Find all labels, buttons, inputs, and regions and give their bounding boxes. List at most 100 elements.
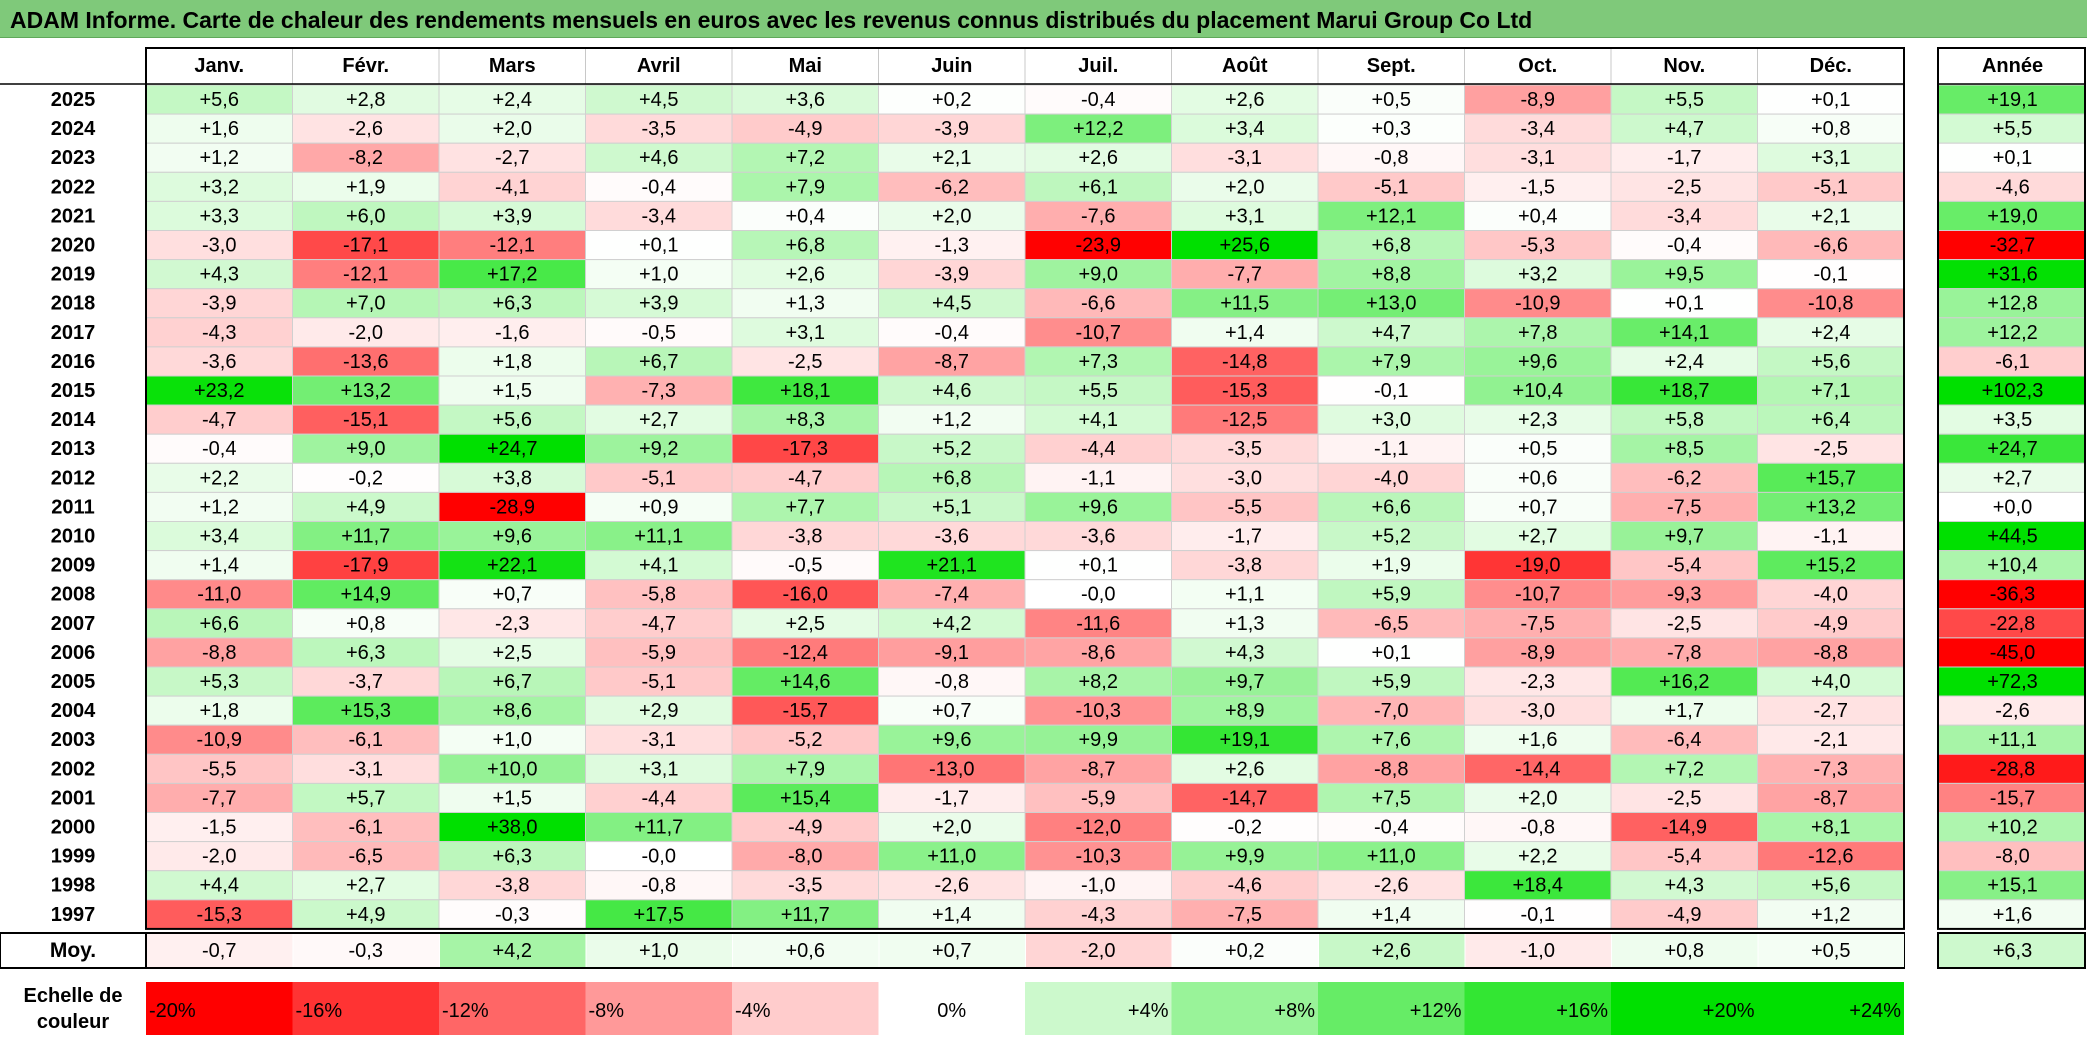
cell-value: -0,4 — [935, 322, 969, 344]
heatmap-cell — [1464, 491, 1612, 522]
heatmap-cell — [438, 550, 586, 581]
cell-value: +0,5 — [1372, 89, 1411, 111]
cell-value: +7,6 — [1372, 729, 1411, 751]
cell-value: -28,9 — [489, 496, 535, 518]
annual-value: +72,3 — [1987, 671, 2038, 693]
heatmap-cell — [438, 899, 586, 930]
heatmap-cell — [438, 753, 586, 784]
color-scale-swatch — [1757, 982, 1904, 1035]
heatmap-cell — [585, 317, 733, 348]
heatmap-cell — [1171, 200, 1319, 231]
heatmap-cell — [1757, 491, 1905, 522]
cell-value: +5,8 — [1665, 409, 1704, 431]
cell-value: -6,1 — [349, 729, 383, 751]
cell-value: +23,2 — [194, 380, 245, 402]
cell-value: +3,1 — [1811, 147, 1850, 169]
heatmap-cell — [438, 113, 586, 144]
cell-value: -6,4 — [1667, 729, 1701, 751]
average-cell — [1758, 934, 1904, 967]
year-label: 2025 — [51, 89, 96, 111]
annual-value: -28,8 — [1990, 758, 2036, 780]
heatmap-cell — [731, 230, 879, 261]
cell-value: -3,1 — [642, 729, 676, 751]
heatmap-cell — [145, 317, 293, 348]
heatmap-cell — [1757, 375, 1905, 406]
color-scale-step: -8% — [589, 1000, 625, 1022]
month-header-cell — [1757, 47, 1905, 85]
year-label: 2006 — [51, 642, 96, 664]
cell-value: -3,0 — [1521, 700, 1555, 722]
annual-cell — [1937, 491, 2086, 522]
cell-value: -7,7 — [1228, 264, 1262, 286]
cell-value: -12,1 — [343, 264, 389, 286]
heatmap-cell — [1464, 608, 1612, 639]
year-label: 2005 — [51, 671, 96, 693]
cell-value: -8,9 — [1521, 642, 1555, 664]
cell-value: +8,2 — [1079, 671, 1118, 693]
heatmap-cell — [145, 375, 293, 406]
cell-value: -8,7 — [1081, 758, 1115, 780]
heatmap-cell — [145, 666, 293, 697]
year-label: 2016 — [51, 351, 96, 373]
cell-value: +6,3 — [493, 846, 532, 868]
cell-value: +0,1 — [1372, 642, 1411, 664]
cell-value: +4,1 — [1079, 409, 1118, 431]
cell-value: +9,7 — [1665, 526, 1704, 548]
heatmap-cell — [1464, 230, 1612, 261]
annual-value: +2,7 — [1993, 467, 2032, 489]
heatmap-cell — [1024, 608, 1172, 639]
annual-cell — [1937, 142, 2086, 173]
cell-value: -5,9 — [1081, 787, 1115, 809]
heatmap-cell — [1610, 782, 1758, 814]
cell-value: -4,4 — [1081, 438, 1115, 460]
cell-value: +7,1 — [1811, 380, 1850, 402]
cell-value: -5,1 — [642, 671, 676, 693]
cell-value: +3,2 — [200, 176, 239, 198]
heatmap-cell — [1317, 521, 1465, 552]
cell-value: -3,0 — [1228, 467, 1262, 489]
cell-value: +1,6 — [1518, 729, 1557, 751]
heatmap-cell — [878, 695, 1026, 726]
cell-value: -10,3 — [1075, 700, 1121, 722]
cell-value: +8,3 — [786, 409, 825, 431]
cell-value: -1,5 — [1521, 176, 1555, 198]
heatmap-cell — [1024, 666, 1172, 697]
heatmap-cell — [1024, 346, 1172, 377]
heatmap-cell — [438, 433, 586, 464]
average-label: Moy. — [50, 939, 96, 962]
heatmap-cell — [438, 404, 586, 435]
heatmap-cell — [1610, 142, 1758, 173]
cell-value: -3,4 — [1521, 118, 1555, 140]
cell-value: -2,5 — [1814, 438, 1848, 460]
heatmap-cell — [1317, 404, 1465, 435]
heatmap-cell — [1171, 521, 1319, 552]
annual-header-cell — [1938, 48, 2085, 84]
month-header: Nov. — [1663, 55, 1705, 77]
heatmap-cell — [1024, 637, 1172, 668]
average-annual-cell — [1937, 932, 2086, 969]
cell-value: +7,9 — [786, 758, 825, 780]
cell-value: -4,3 — [1081, 904, 1115, 926]
heatmap-cell — [1757, 462, 1905, 493]
heatmap-cell — [585, 841, 733, 872]
cell-value: +0,1 — [1665, 293, 1704, 315]
cell-value: +1,4 — [1225, 322, 1264, 344]
annual-border — [1937, 47, 2086, 930]
color-scale-label: Echelle de — [24, 985, 123, 1007]
cell-value: +1,0 — [639, 264, 678, 286]
cell-value: -15,3 — [1222, 380, 1268, 402]
heatmap-cell — [1024, 375, 1172, 406]
cell-value: +2,0 — [1518, 787, 1557, 809]
color-scale-step: +24% — [1849, 1000, 1901, 1022]
cell-value: +4,7 — [1372, 322, 1411, 344]
cell-value: -4,7 — [202, 409, 236, 431]
cell-value: -3,9 — [935, 118, 969, 140]
heatmap-cell — [292, 841, 440, 872]
cell-value: +11,0 — [927, 846, 976, 868]
heatmap-cell — [145, 637, 293, 668]
annual-value: -22,8 — [1990, 613, 2036, 635]
cell-value: +11,5 — [1220, 293, 1269, 315]
cell-value: +3,4 — [1225, 118, 1264, 140]
color-scale-swatch — [146, 982, 293, 1035]
cell-value: -0,8 — [1374, 147, 1408, 169]
